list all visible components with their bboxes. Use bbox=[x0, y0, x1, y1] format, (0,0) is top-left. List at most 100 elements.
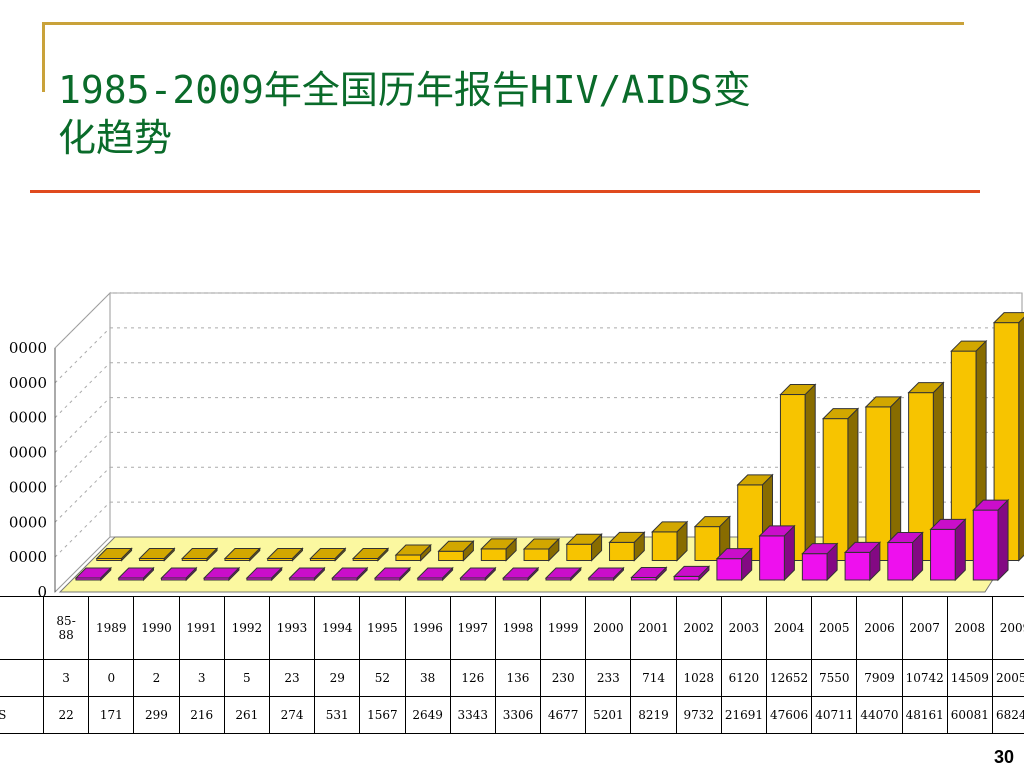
bar-series-2-side bbox=[377, 547, 389, 562]
category-label: 2001 bbox=[630, 596, 677, 660]
bar-series-1 bbox=[716, 558, 743, 581]
category-label: 1995 bbox=[359, 596, 406, 660]
table-cell-value: 9732 bbox=[675, 696, 722, 734]
table-cell-value: 299 bbox=[133, 696, 180, 734]
gridline bbox=[54, 397, 111, 453]
bar-series-2 bbox=[566, 543, 593, 562]
bar-series-1-side bbox=[228, 566, 240, 582]
y-tick-label: 0000 bbox=[9, 478, 47, 496]
bar-series-1 bbox=[972, 509, 999, 581]
table-cell-value: 0 bbox=[88, 659, 135, 697]
bar-series-2-side bbox=[847, 407, 859, 562]
gridline bbox=[54, 362, 111, 419]
table-cell-value: 233 bbox=[585, 659, 632, 697]
chart-data-table: 85- 88 1989 1990 1991 1992 1993 1994 1995 1996 199… bbox=[0, 596, 1024, 734]
decorative-vertical-bar bbox=[42, 22, 45, 92]
y-tick-label: 0000 bbox=[9, 339, 47, 357]
table-cell-value: 10742 bbox=[901, 659, 948, 697]
table-cell-value: 68249 bbox=[991, 696, 1024, 734]
table-cell-value: 4677 bbox=[540, 696, 587, 734]
table-cell-value: 23 bbox=[268, 659, 316, 697]
category-label: 1993 bbox=[268, 596, 316, 660]
gridline bbox=[54, 292, 111, 349]
bar-series-2 bbox=[694, 526, 721, 561]
table-cell-value: 7909 bbox=[856, 659, 903, 697]
bar-series-2 bbox=[395, 554, 422, 561]
bar-series-2 bbox=[438, 550, 464, 562]
bar-series-1-side bbox=[356, 566, 368, 582]
table-cell-value: 38 bbox=[404, 659, 451, 697]
bar-series-2 bbox=[651, 531, 678, 562]
chart-side-wall bbox=[54, 291, 111, 594]
table-cell-value: 14509 bbox=[946, 659, 993, 697]
table-cell-value: 274 bbox=[268, 696, 316, 734]
bar-series-2-side bbox=[121, 547, 133, 562]
bar-series-1-side bbox=[741, 547, 753, 582]
title-underline bbox=[30, 190, 980, 193]
bar-series-2-side bbox=[462, 540, 474, 562]
category-label: 2002 bbox=[675, 596, 722, 660]
category-label: 2008 bbox=[946, 596, 993, 660]
table-cell-value: 8219 bbox=[630, 696, 677, 734]
series-label: /AIDS bbox=[0, 696, 44, 734]
bar-series-2-side bbox=[163, 547, 175, 562]
category-label: 1994 bbox=[314, 596, 361, 660]
bar-series-2 bbox=[737, 484, 763, 561]
table-cell-value: 714 bbox=[630, 659, 677, 697]
bar-series-2-side bbox=[420, 543, 432, 562]
category-label: 2000 bbox=[585, 596, 632, 660]
table-cell-value: 1567 bbox=[359, 696, 406, 734]
table-cell-value: 3 bbox=[42, 659, 90, 697]
bar-series-1-side bbox=[313, 566, 325, 582]
y-tick-label: 0000 bbox=[9, 374, 47, 392]
category-label: 1997 bbox=[449, 596, 496, 660]
table-cell-value: 3 bbox=[178, 659, 225, 697]
category-label: 2003 bbox=[720, 596, 768, 660]
table-cell-value: 5201 bbox=[585, 696, 632, 734]
y-tick-label: 0 bbox=[37, 583, 47, 596]
bar-series-2-side bbox=[505, 537, 517, 562]
table-cell-value: 60081 bbox=[946, 696, 993, 734]
bar-series-1-side bbox=[143, 566, 155, 582]
bar-series-1-side bbox=[997, 498, 1009, 582]
category-label: 1990 bbox=[133, 596, 180, 660]
table-cell-value: 40711 bbox=[811, 696, 858, 734]
table-row-series-1: S302352329523812613623023371410286120126… bbox=[0, 659, 1024, 697]
category-label: 2005 bbox=[811, 596, 858, 660]
category-label: 1998 bbox=[494, 596, 542, 660]
category-label: 2006 bbox=[856, 596, 903, 660]
table-cell-value: 12652 bbox=[765, 659, 813, 697]
table-cell-value: 48161 bbox=[901, 696, 948, 734]
table-cell-value: 5 bbox=[223, 659, 270, 697]
category-label: 2009 bbox=[991, 596, 1024, 660]
bar-series-2-side bbox=[334, 547, 346, 562]
bar-series-2-side bbox=[548, 537, 560, 562]
bar-series-2 bbox=[480, 548, 507, 562]
table-cell-value: 20056 bbox=[991, 659, 1024, 697]
table-corner-cell bbox=[0, 596, 44, 660]
table-cell-value: 126 bbox=[449, 659, 496, 697]
category-label: 1991 bbox=[178, 596, 225, 660]
table-cell-value: 2 bbox=[133, 659, 180, 697]
table-cell-value: 2649 bbox=[404, 696, 451, 734]
table-cell-value: 6120 bbox=[720, 659, 768, 697]
category-label: 2004 bbox=[765, 596, 813, 660]
bar-series-2 bbox=[865, 406, 892, 562]
bar-series-1-side bbox=[655, 566, 667, 582]
category-label: 1992 bbox=[223, 596, 270, 660]
table-cell-value: 261 bbox=[223, 696, 270, 734]
category-label: 1989 bbox=[88, 596, 135, 660]
bar-series-2-side bbox=[591, 532, 603, 562]
slide-title-line-1: 1985-2009年全国历年报告HIV/AIDS变 bbox=[58, 68, 751, 112]
table-cell-value: 47606 bbox=[765, 696, 813, 734]
category-label: 85- 88 bbox=[42, 596, 90, 660]
series-label: S bbox=[0, 659, 44, 697]
bar-series-1-side bbox=[399, 566, 411, 582]
category-label: 2007 bbox=[901, 596, 948, 660]
table-cell-value: 44070 bbox=[856, 696, 903, 734]
bar-series-1 bbox=[673, 575, 700, 581]
y-tick-label: 0000 bbox=[9, 513, 47, 531]
bar-series-1-side bbox=[826, 542, 838, 582]
table-cell-value: 3343 bbox=[449, 696, 496, 734]
